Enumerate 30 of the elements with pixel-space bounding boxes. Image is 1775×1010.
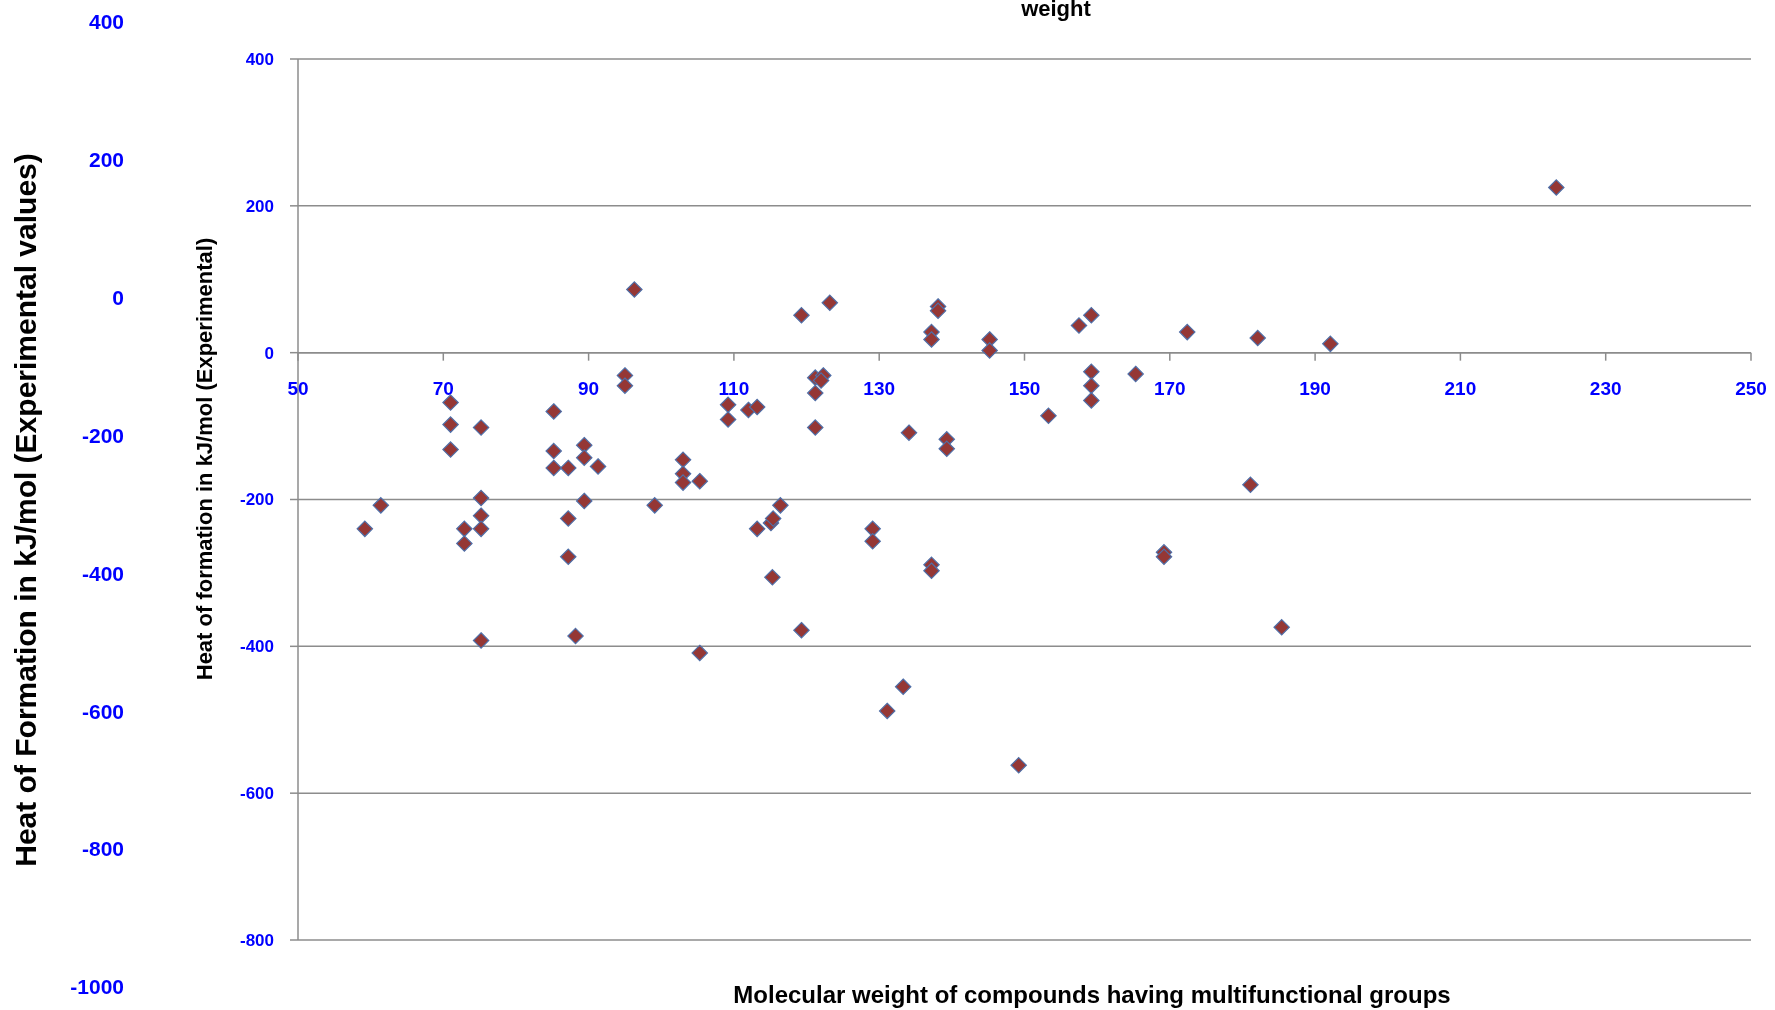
x-tick-label: 190 [1299, 378, 1331, 400]
y2-tick-label: 0 [112, 286, 124, 310]
y-axis-title: Heat of formation in kJ/mol (Experimental) [192, 237, 217, 681]
y-tick-label: -400 [239, 637, 274, 657]
y-tick-label: -800 [239, 930, 274, 950]
y2-tick-label: 200 [88, 148, 124, 172]
y2-tick-label: 400 [88, 10, 124, 34]
x-tick-label: 150 [1008, 378, 1041, 400]
y2-tick-label: -200 [81, 423, 124, 447]
x-axis-title: Molecular weight of compounds having multifunctional groups [733, 981, 1451, 1008]
x-tick-label: 230 [1589, 378, 1622, 400]
y-tick-label: 0 [264, 343, 274, 363]
x-tick-label: 110 [718, 378, 750, 400]
x-tick-label: 50 [287, 378, 309, 400]
x-tick-label: 210 [1444, 378, 1477, 400]
y2-tick-label: -800 [81, 837, 124, 861]
x-tick-label: 90 [578, 378, 600, 400]
y-tick-label: -200 [239, 490, 274, 510]
x-tick-label: 170 [1153, 378, 1186, 400]
y-tick-label: -600 [239, 784, 274, 804]
y-tick-label: 200 [245, 196, 274, 216]
y2-tick-label: -400 [81, 561, 124, 585]
y-tick-label: 400 [245, 49, 274, 69]
y2-axis-title: Heat of Formation in kJ/mol (Experimental values) [9, 153, 42, 867]
chart-title: weight [1020, 0, 1092, 21]
x-tick-label: 70 [432, 378, 454, 400]
x-tick-label: 250 [1735, 378, 1767, 400]
x-tick-label: 130 [863, 378, 896, 400]
y2-tick-label: -600 [81, 699, 124, 723]
y2-tick-label: -1000 [70, 975, 124, 999]
